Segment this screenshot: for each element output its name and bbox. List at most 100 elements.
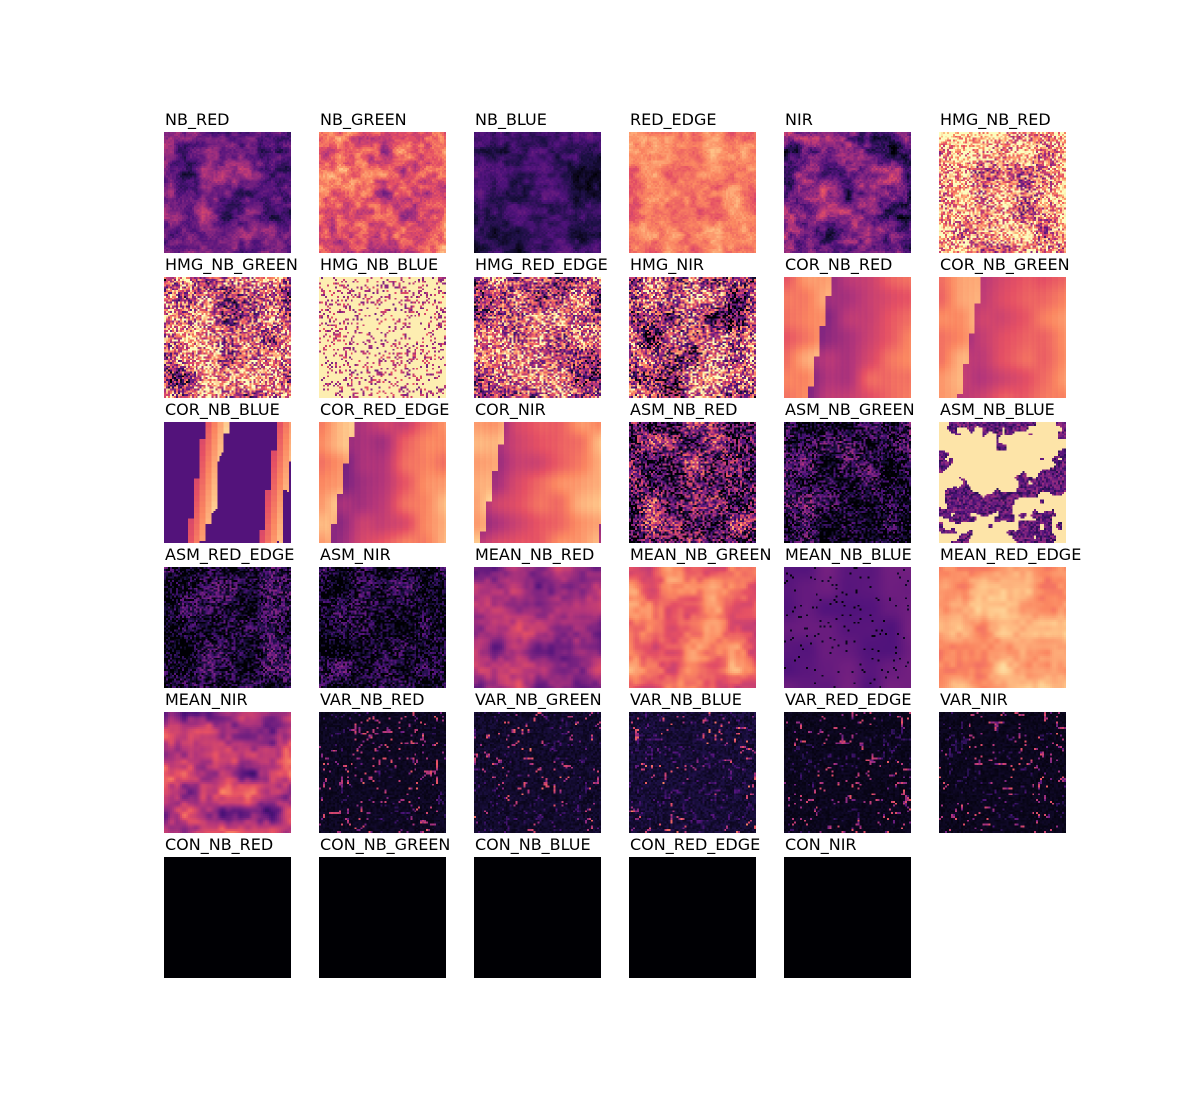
heatmap-image — [629, 277, 756, 398]
image-panel: CON_NIR — [784, 835, 912, 978]
panel-title: ASM_NB_RED — [630, 400, 738, 419]
panel-title: ASM_NB_BLUE — [940, 400, 1055, 419]
heatmap-image — [319, 857, 446, 978]
image-panel: CON_RED_EDGE — [629, 835, 761, 978]
heatmap-image — [319, 567, 446, 688]
image-panel: HMG_NB_RED — [939, 110, 1067, 253]
panel-title: HMG_NB_RED — [940, 110, 1051, 129]
image-panel: ASM_RED_EDGE — [164, 545, 295, 688]
heatmap-image — [319, 422, 446, 543]
image-panel: ASM_NIR — [319, 545, 447, 688]
panel-title: VAR_NB_RED — [320, 690, 425, 709]
panel-title: COR_NIR — [475, 400, 546, 419]
heatmap-image — [164, 712, 291, 833]
panel-title: HMG_RED_EDGE — [475, 255, 608, 274]
heatmap-image — [474, 857, 601, 978]
heatmap-image — [164, 567, 291, 688]
panel-title: NB_BLUE — [475, 110, 547, 129]
image-panel: HMG_NB_BLUE — [319, 255, 447, 398]
image-panel: ASM_NB_BLUE — [939, 400, 1067, 543]
heatmap-image — [939, 422, 1066, 543]
panel-title: VAR_RED_EDGE — [785, 690, 912, 709]
panel-title: CON_NB_GREEN — [320, 835, 451, 854]
image-panel: CON_NB_RED — [164, 835, 292, 978]
panel-title: ASM_NB_GREEN — [785, 400, 915, 419]
heatmap-image — [319, 712, 446, 833]
image-panel: COR_NB_RED — [784, 255, 912, 398]
heatmap-image — [164, 857, 291, 978]
panel-title: MEAN_NB_BLUE — [785, 545, 912, 564]
heatmap-image — [319, 132, 446, 253]
heatmap-image — [474, 277, 601, 398]
heatmap-image — [474, 422, 601, 543]
heatmap-image — [629, 857, 756, 978]
heatmap-image — [474, 132, 601, 253]
image-panel: VAR_NIR — [939, 690, 1067, 833]
image-panel: HMG_NIR — [629, 255, 757, 398]
image-panel: NB_GREEN — [319, 110, 447, 253]
heatmap-image — [784, 422, 911, 543]
image-panel: RED_EDGE — [629, 110, 757, 253]
panel-title: NB_RED — [165, 110, 230, 129]
image-panel: MEAN_NB_GREEN — [629, 547, 771, 688]
image-panel: MEAN_NB_BLUE — [784, 545, 912, 688]
image-panel: NB_RED — [164, 110, 292, 253]
panel-title: NB_GREEN — [320, 110, 407, 129]
heatmap-image — [164, 132, 291, 253]
image-panel: NIR — [784, 110, 912, 253]
heatmap-image — [629, 422, 756, 543]
panel-title: HMG_NIR — [630, 255, 705, 274]
heatmap-image — [474, 567, 601, 688]
panel-title: HMG_NB_GREEN — [165, 255, 298, 274]
heatmap-image — [784, 857, 911, 978]
panel-title: VAR_NB_BLUE — [630, 690, 742, 709]
panel-title: MEAN_RED_EDGE — [940, 545, 1082, 564]
heatmap-image — [629, 567, 756, 688]
image-panel: CON_NB_GREEN — [319, 835, 451, 978]
image-panel: MEAN_NB_RED — [474, 545, 602, 688]
image-panel: MEAN_NIR — [164, 690, 292, 833]
panel-title: COR_RED_EDGE — [320, 400, 450, 419]
image-panel: COR_NIR — [474, 400, 602, 543]
panel-title: CON_NB_RED — [165, 835, 274, 854]
heatmap-image — [164, 422, 291, 543]
panel-title: MEAN_NIR — [165, 690, 248, 709]
panel-title: COR_NB_GREEN — [940, 255, 1070, 274]
heatmap-image — [784, 132, 911, 253]
image-panel: VAR_RED_EDGE — [784, 690, 912, 833]
heatmap-image — [939, 712, 1066, 833]
panel-title: VAR_NB_GREEN — [475, 690, 602, 709]
panel-title: COR_NB_RED — [785, 255, 893, 274]
image-panel: CON_NB_BLUE — [474, 837, 602, 978]
image-panel: VAR_NB_RED — [319, 690, 447, 833]
panel-title: HMG_NB_BLUE — [320, 255, 439, 274]
panel-title: CON_NIR — [785, 835, 857, 854]
heatmap-image — [319, 277, 446, 398]
image-panel: ASM_NB_RED — [629, 400, 757, 543]
heatmap-image — [939, 277, 1066, 398]
heatmap-image — [784, 277, 911, 398]
image-panel: MEAN_RED_EDGE — [939, 547, 1081, 688]
panel-title: COR_NB_BLUE — [165, 400, 280, 419]
panel-title: MEAN_NB_RED — [475, 545, 595, 564]
image-panel: VAR_NB_BLUE — [629, 690, 757, 833]
panel-title: CON_RED_EDGE — [630, 835, 761, 854]
image-panel: HMG_RED_EDGE — [474, 257, 608, 398]
heatmap-image — [939, 132, 1066, 253]
panel-title: NIR — [785, 110, 813, 129]
heatmap-image — [784, 567, 911, 688]
panel-title: ASM_RED_EDGE — [165, 545, 295, 564]
heatmap-image — [474, 712, 601, 833]
panel-title: MEAN_NB_GREEN — [630, 545, 772, 564]
image-panel: ASM_NB_GREEN — [784, 400, 915, 543]
image-panel: VAR_NB_GREEN — [474, 690, 602, 833]
panel-title: ASM_NIR — [320, 545, 391, 564]
heatmap-image — [939, 567, 1066, 688]
image-panel: HMG_NB_GREEN — [164, 257, 298, 398]
heatmap-image — [164, 277, 291, 398]
image-panel: COR_NB_GREEN — [939, 255, 1070, 398]
heatmap-image — [629, 712, 756, 833]
panel-title: VAR_NIR — [940, 690, 1008, 709]
panel-title: RED_EDGE — [630, 110, 717, 129]
